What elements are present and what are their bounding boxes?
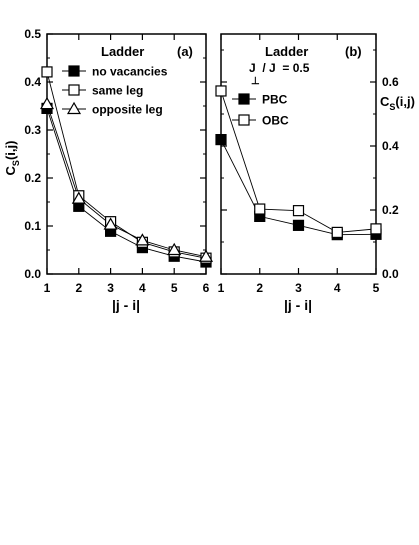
panel-a-ylabel-sub: S (11, 160, 21, 166)
panel-a-xtick-label-2: 2 (75, 281, 82, 295)
panel-a-xtick-label-5: 5 (171, 281, 178, 295)
panel-a-legend-label-2: opposite leg (92, 103, 163, 117)
panel-b-point-0-0 (215, 134, 227, 146)
panel-a-xtick-label-4: 4 (139, 281, 146, 295)
panel-b-tag: (b) (345, 44, 362, 59)
panel-a-legend-marker-1 (68, 84, 80, 96)
panel-a-point-2-3 (135, 233, 150, 246)
panel-a-ticks: 1 2 3 4 5 6 0.0 0.1 0.2 0.3 0.4 0.5 (24, 27, 209, 295)
panel-b-title: Ladder (265, 44, 308, 59)
panel-b-legend-marker-1 (238, 114, 250, 126)
panel-a-legend-label-1: same leg (92, 84, 143, 98)
panel-a-legend-marker-0 (68, 65, 80, 77)
panel-a: 1 2 3 4 5 6 0.0 0.1 0.2 0.3 0.4 0.5 Ladder (a) no v… (3, 27, 214, 313)
panel-b-xtick-label-5: 5 (373, 281, 380, 295)
panel-a-legend: no vacancies same leg opposite leg (62, 65, 168, 117)
panel-b-point-1-1 (254, 203, 266, 215)
panel-b-legend-label-0: PBC (262, 93, 288, 107)
panel-b-xlabel: |j - i| (284, 297, 312, 313)
panel-a-ytick-label-0.5: 0.5 (24, 27, 41, 41)
panel-b-legend-marker-0 (238, 93, 250, 105)
panel-b-legend: PBC OBC (232, 93, 289, 128)
panel-a-ytick-label-0.3: 0.3 (24, 123, 41, 137)
panel-b-point-1-0 (215, 85, 227, 97)
panel-a-title: Ladder (101, 44, 144, 59)
panel-a-point-2-2 (103, 217, 118, 230)
panel-b-ytick-label-0.4: 0.4 (382, 139, 399, 153)
panel-a-xlabel: |j - i| (112, 297, 140, 313)
panel-a-legend-label-0: no vacancies (92, 65, 168, 79)
panel-a-tag: (a) (177, 44, 193, 59)
panel-b-xtick-label-4: 4 (334, 281, 341, 295)
panel-a-series-line-1 (46, 71, 207, 259)
panel-a-ytick-label-0.4: 0.4 (24, 75, 41, 89)
panel-a-series-line-0 (46, 108, 207, 263)
panel-a-ylabel-suffix: (i,j) (3, 141, 18, 161)
panel-b-point-1-3 (331, 226, 343, 238)
panel-b-ytick-label-0.6: 0.6 (382, 75, 399, 89)
panel-a-point-2-0 (39, 96, 55, 110)
panel-b-xtick-label-1: 1 (218, 281, 225, 295)
panel-a-ylabel: CS(i,j) (3, 141, 21, 176)
panel-b-point-0-2 (292, 219, 305, 231)
panel-b: 1 2 3 4 50.0 0.2 0.4 0.6 Ladder (b) J / J = 0.5… (215, 33, 415, 313)
panel-a-xtick-label-1: 1 (44, 281, 51, 295)
panel-a-xtick-label-6: 6 (203, 281, 210, 295)
panel-a-xtick-label-3: 3 (107, 281, 114, 295)
panel-b-xtick-label-2: 2 (256, 281, 263, 295)
panel-a-point-2-4 (167, 242, 182, 256)
panel-a-legend-marker-2 (66, 101, 82, 115)
panel-b-param-sub: ⊥ (251, 76, 260, 87)
panel-a-ylabel-main: C (3, 165, 18, 175)
panel-a-point-1-0 (41, 66, 53, 78)
panel-b-ytick-label-0.0: 0.0 (382, 267, 399, 281)
panel-a-point-2-5 (198, 249, 214, 262)
panel-b-param: J / J = 0.5 (249, 61, 310, 75)
panel-b-legend-label-1: OBC (262, 114, 289, 128)
panel-b-xtick-label-3: 3 (295, 281, 302, 295)
panel-b-point-1-4 (370, 223, 382, 235)
panel-a-ytick-label-0.0: 0.0 (24, 267, 41, 281)
panel-a-ytick-label-0.1: 0.1 (24, 219, 41, 233)
panel-b-ytick-label-0.2: 0.2 (382, 203, 399, 217)
panel-b-series (215, 85, 382, 241)
panel-b-ylabel: CS(i,j) (380, 94, 415, 112)
panel-a-series (39, 66, 214, 268)
panel-a-point-2-1 (71, 191, 86, 204)
panel-a-ytick-label-0.2: 0.2 (24, 171, 41, 185)
panel-b-ylabel-suffix: (i,j) (395, 94, 415, 109)
panel-b-ylabel-sub: S (389, 102, 395, 112)
panel-b-point-1-2 (292, 205, 305, 217)
panel-b-ticks: 1 2 3 4 50.0 0.2 0.4 0.6 (218, 34, 399, 295)
panel-b-ylabel-main: C (380, 94, 390, 109)
